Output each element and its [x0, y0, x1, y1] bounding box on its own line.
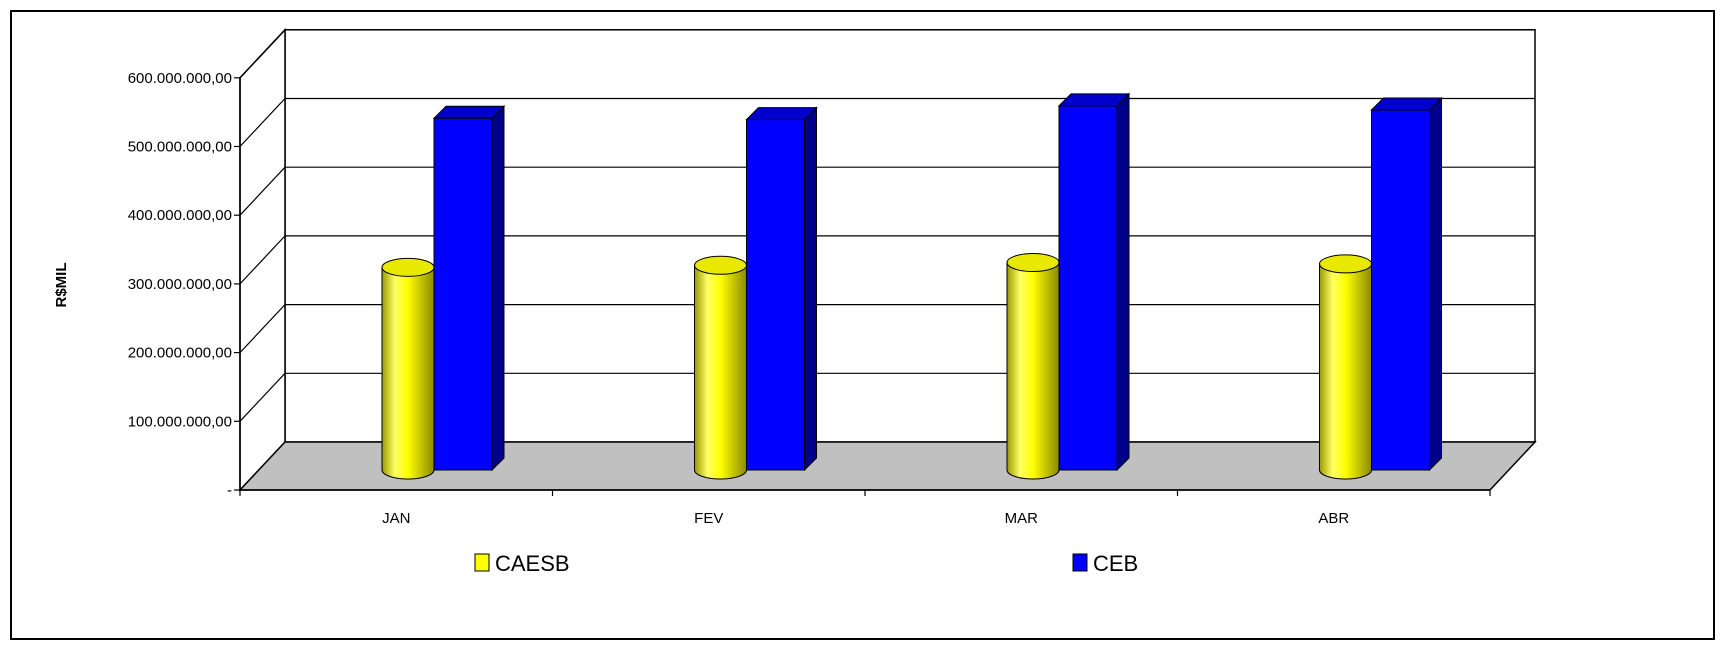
legend-swatch [474, 553, 490, 572]
bar-caesb [694, 255, 747, 480]
legend-label: CAESB [495, 551, 570, 576]
bar-caesb [1319, 254, 1372, 480]
bar-caesb-top [381, 257, 435, 277]
bar-ceb-side [491, 105, 505, 472]
bar-caesb-top [1006, 253, 1060, 273]
bar-ceb-side [804, 106, 817, 472]
x-tick-label: ABR [1318, 510, 1349, 527]
gridline-side [239, 304, 286, 354]
y-tick-label: 200.000.000,00 [128, 345, 232, 362]
bar-ceb-front [746, 119, 805, 471]
bar-ceb-front [1371, 109, 1430, 471]
bar-ceb-top [1057, 93, 1131, 107]
bar-ceb-top [1370, 97, 1443, 111]
y-tick-label: 500.000.000,00 [128, 139, 232, 156]
x-tick-label: JAN [382, 510, 410, 527]
legend-label: CEB [1093, 551, 1138, 576]
y-axis-label: R$MIL [53, 263, 70, 308]
bar-ceb-side [1116, 92, 1130, 472]
bar-ceb [1370, 96, 1443, 472]
y-tick-label: 400.000.000,00 [128, 207, 232, 224]
bar-ceb-front [433, 117, 493, 471]
bar-ceb [1057, 92, 1131, 472]
bar-ceb-front [1058, 105, 1118, 471]
bar-caesb-top [1319, 254, 1372, 274]
bar-ceb [432, 105, 506, 472]
gridline-side [239, 235, 286, 285]
gridline-side [239, 98, 286, 147]
y-tick-label: 300.000.000,00 [128, 276, 232, 293]
bar-caesb [381, 257, 435, 480]
bar-caesb-body [1006, 262, 1060, 480]
bar-caesb-top [694, 255, 747, 275]
gridline-side [239, 29, 286, 79]
bar-caesb-body [694, 264, 747, 480]
bar-caesb-body [381, 266, 435, 480]
x-tick-label: MAR [1005, 510, 1039, 527]
bar-ceb-top [432, 105, 506, 119]
bar-caesb-body [1319, 263, 1372, 480]
bar-caesb [1006, 253, 1060, 480]
gridline-side [239, 166, 286, 216]
bar-ceb-top [745, 107, 818, 121]
y-tick-label: 600.000.000,00 [128, 70, 232, 87]
y-tick-label: - [227, 482, 232, 499]
gridline-side [239, 372, 286, 422]
bar-ceb [745, 106, 818, 472]
y-tick-label: 100.000.000,00 [128, 413, 232, 430]
x-tick-label: FEV [694, 510, 723, 527]
legend-swatch [1072, 553, 1088, 572]
bar-ceb-side [1429, 96, 1442, 472]
